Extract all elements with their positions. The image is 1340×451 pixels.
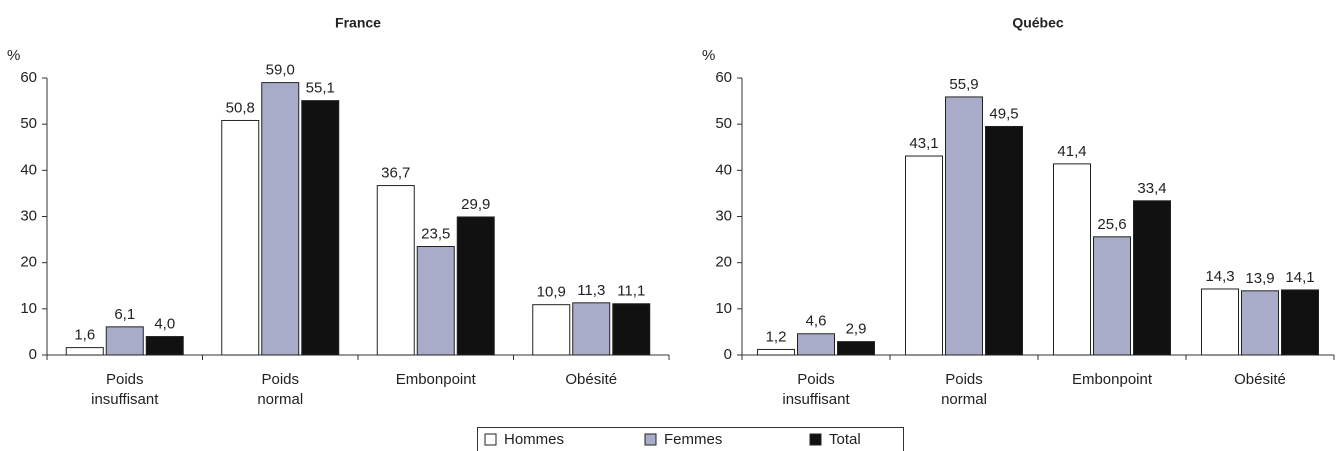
y-tick-label: 10 [20, 300, 37, 317]
y-tick-label: 60 [20, 69, 37, 86]
x-tick-label: Poids insuffisant [782, 371, 850, 408]
data-label: 6,1 [114, 306, 135, 323]
legend-frame [477, 427, 904, 451]
x-tick-label: Embonpoint [1072, 371, 1153, 388]
bar [1281, 289, 1319, 356]
bar [985, 125, 1023, 356]
y-tick-label: 10 [715, 300, 732, 317]
bar [905, 155, 943, 356]
bar [1093, 236, 1131, 356]
bar [456, 216, 495, 356]
legend-swatch [644, 433, 657, 446]
bar [757, 348, 795, 356]
data-label: 4,6 [806, 313, 827, 330]
x-tick-label: Poids insuffisant [91, 371, 159, 408]
data-label: 11,3 [577, 282, 605, 299]
bar [65, 347, 104, 356]
data-label: 1,6 [74, 327, 95, 344]
legend-label: Hommes [504, 431, 564, 448]
y-tick-label: 0 [724, 346, 732, 363]
data-label: 2,9 [846, 321, 867, 338]
bar [572, 302, 611, 356]
bar [837, 341, 875, 356]
bar [261, 82, 300, 356]
data-label: 29,9 [461, 196, 490, 213]
data-label: 13,9 [1245, 270, 1274, 287]
y-tick-label: 20 [715, 254, 732, 271]
x-tick-label: Poids normal [257, 371, 303, 408]
y-axis-label: % [7, 47, 20, 64]
bar [797, 333, 835, 356]
data-label: 14,3 [1205, 268, 1234, 285]
bar [105, 326, 144, 356]
y-tick-label: 40 [20, 161, 37, 178]
data-label: 41,4 [1057, 143, 1086, 160]
data-label: 36,7 [381, 165, 410, 182]
data-label: 50,8 [226, 99, 255, 116]
bar [532, 304, 571, 356]
data-label: 4,0 [154, 316, 175, 333]
data-label: 25,6 [1097, 216, 1126, 233]
data-label: 23,5 [421, 225, 450, 242]
data-label: 55,1 [306, 80, 335, 97]
bar [1201, 288, 1239, 356]
y-tick-label: 60 [715, 69, 732, 86]
data-label: 55,9 [949, 76, 978, 93]
y-tick-label: 50 [715, 115, 732, 132]
bar [416, 246, 455, 356]
legend-swatch [809, 433, 822, 446]
y-tick-label: 0 [29, 346, 37, 363]
legend-swatch [484, 433, 497, 446]
legend-label: Total [829, 431, 861, 448]
x-tick-label: Obésité [565, 371, 617, 388]
y-tick-label: 30 [715, 207, 732, 224]
bar [945, 96, 983, 356]
chart-title: Québec [1012, 15, 1064, 31]
data-label: 59,0 [266, 62, 295, 79]
x-tick-label: Poids normal [941, 371, 987, 408]
y-tick-label: 40 [715, 161, 732, 178]
bar [145, 336, 184, 356]
bar [301, 100, 340, 356]
data-label: 11,1 [617, 283, 645, 300]
bar [1241, 290, 1279, 356]
bar [612, 303, 651, 356]
x-tick-label: Embonpoint [396, 371, 477, 388]
data-label: 10,9 [537, 284, 566, 301]
data-label: 1,2 [766, 328, 787, 345]
data-label: 43,1 [909, 135, 938, 152]
bar [1133, 200, 1171, 356]
legend: Hommes Femmes Total [477, 427, 904, 451]
data-label: 33,4 [1137, 180, 1166, 197]
x-tick-label: Obésité [1234, 371, 1286, 388]
legend-label: Femmes [664, 431, 722, 448]
chart-title: France [335, 15, 381, 31]
data-label: 14,1 [1285, 269, 1314, 286]
chart: Québec% 0 10 20 30 40 50 60 Poids insuffisant 1,2 4… [702, 15, 1335, 408]
bar [1053, 163, 1091, 356]
y-tick-label: 50 [20, 115, 37, 132]
bar [376, 185, 415, 356]
data-label: 49,5 [989, 105, 1018, 122]
chart: France% 0 10 20 30 40 50 60 Poids insuffisant 1,6 6… [7, 15, 670, 408]
y-axis-label: % [702, 47, 715, 64]
y-tick-label: 20 [20, 254, 37, 271]
y-tick-label: 30 [20, 207, 37, 224]
bar [221, 119, 260, 356]
